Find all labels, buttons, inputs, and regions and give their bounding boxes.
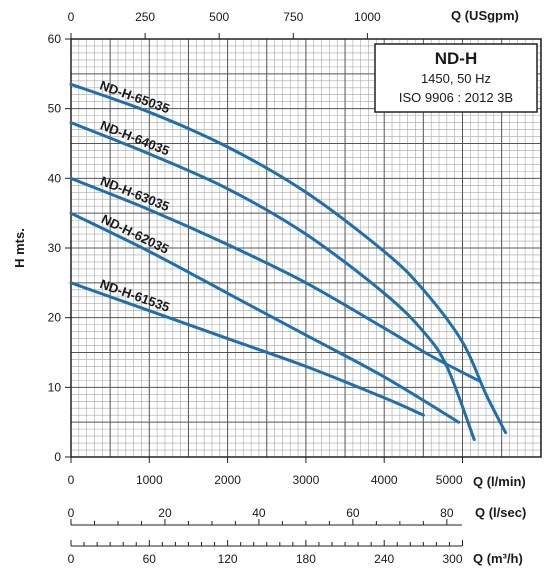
extra-axis-tick-label: 180 [296,552,316,566]
y-tick-label: 50 [48,102,62,116]
legend-box-frequency: 1450, 50 Hz [421,71,491,86]
extra-axis-tick-label: 60 [143,552,157,566]
legend-box-title: ND-H [435,49,478,68]
top-tick-label: 250 [135,10,155,24]
extra-axis-unit: Q (l/sec) [475,505,526,520]
top-tick-label: 750 [283,10,303,24]
legend-box-standard: ISO 9906 : 2012 3B [399,90,513,105]
curve-nd-h-64035 [69,121,476,442]
top-tick-label: 500 [209,10,229,24]
x-tick-label: 4000 [371,473,398,487]
y-axis-label: H mts. [12,228,27,268]
extra-axis-unit: Q (m³/h) [473,551,523,566]
extra-axes: 0 20 40 60 80 Q (l/sec) 0 60 120 180 240 300 Q (m³/h… [68,505,527,566]
top-tick-label: 1000 [354,10,381,24]
top-tick-label: 0 [68,10,75,24]
curve-nd-h-61535 [69,281,425,417]
x-axis-unit: Q (l/min) [473,474,526,489]
pump-curves [69,82,508,442]
extra-axis-tick-label: 20 [158,506,172,520]
curve-nd-h-62035 [69,211,461,424]
extra-axis-tick-label: 40 [252,506,266,520]
x-tick-label: 3000 [293,473,320,487]
extra-axis-tick-label: 240 [374,552,394,566]
extra-axis-tick-label: 60 [346,506,360,520]
extra-axis-tick-label: 0 [68,552,75,566]
extra-axis-tick-label: 300 [442,552,462,566]
curve-labels: ND-H-65035ND-H-64035ND-H-63035ND-H-62035… [98,78,172,315]
x-tick-label: 0 [68,473,75,487]
y-tick-label: 60 [48,32,62,46]
legend-box: ND-H 1450, 50 Hz ISO 9906 : 2012 3B [374,43,538,113]
x-tick-label: 1000 [136,473,163,487]
legend-box-frame [374,43,538,113]
x-tick-label: 5000 [436,473,463,487]
x-axis-ticks: 0 1000 2000 3000 4000 5000 [68,457,463,487]
extra-axis-tick-label: 120 [218,552,238,566]
y-tick-label: 20 [48,311,62,325]
top-axis-ticks: 0 250 500 750 1000 [68,10,381,39]
x-tick-label: 2000 [214,473,241,487]
curve-nd-h-65035 [69,82,508,435]
top-axis-unit: Q (USgpm) [451,8,519,23]
curve-nd-h-63035 [69,176,480,382]
y-tick-label: 10 [48,380,62,394]
extra-axis-tick-label: 80 [440,506,454,520]
y-tick-label: 30 [48,241,62,255]
y-axis-ticks: 0 10 20 30 40 50 60 [48,32,71,464]
extra-axis-tick-label: 0 [68,506,75,520]
y-tick-label: 40 [48,171,62,185]
y-tick-label: 0 [54,450,61,464]
